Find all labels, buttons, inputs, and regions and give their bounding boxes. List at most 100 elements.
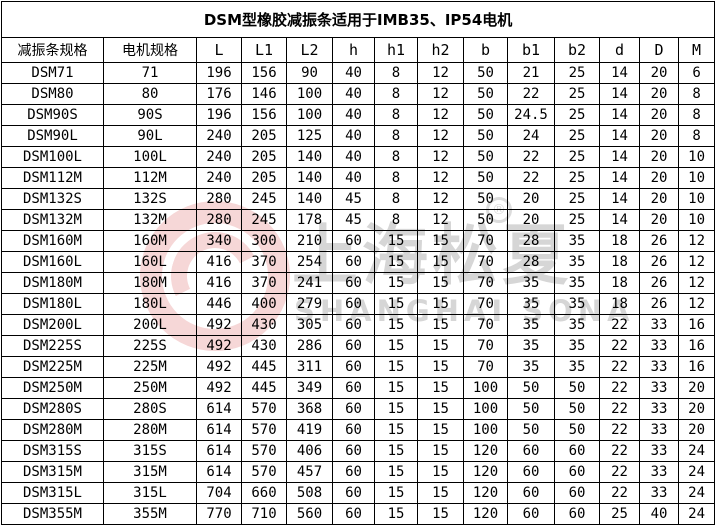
- table-row: DSM315S 315S 614 570 406 60 15 15 120 60 60 22 33 24: [1, 440, 715, 462]
- cell-L: 492: [196, 377, 242, 399]
- table-row: DSM80 80 176 146 100 40 8 12 50 22 25 14 20 8: [1, 83, 715, 105]
- cell-L1: 245: [241, 188, 287, 210]
- cell-damper-model: DSM280S: [1, 398, 104, 420]
- cell-motor-model: 315S: [103, 440, 197, 462]
- cell-h2: 15: [417, 272, 464, 294]
- cell-d: 18: [599, 293, 640, 315]
- cell-motor-model: 355M: [103, 503, 197, 525]
- cell-L1: 710: [241, 503, 287, 525]
- cell-b2: 25: [554, 209, 600, 231]
- cell-L1: 156: [241, 104, 287, 126]
- cell-b: 70: [463, 335, 508, 357]
- cell-h: 40: [332, 125, 375, 147]
- cell-motor-model: 112M: [103, 167, 197, 189]
- cell-b1: 22: [507, 146, 555, 168]
- cell-b: 70: [463, 314, 508, 336]
- column-header-L: L: [196, 37, 242, 63]
- cell-L2: 140: [286, 146, 333, 168]
- cell-L: 614: [196, 461, 242, 483]
- cell-d: 25: [599, 503, 640, 525]
- cell-b: 50: [463, 188, 508, 210]
- cell-damper-model: DSM160L: [1, 251, 104, 273]
- column-header-电机规格: 电机规格: [103, 37, 197, 63]
- cell-h: 45: [332, 209, 375, 231]
- cell-L: 240: [196, 125, 242, 147]
- cell-L2: 90: [286, 62, 333, 84]
- cell-h2: 15: [417, 440, 464, 462]
- cell-h1: 8: [374, 209, 418, 231]
- cell-b: 50: [463, 104, 508, 126]
- cell-h1: 8: [374, 188, 418, 210]
- cell-motor-model: 315L: [103, 482, 197, 504]
- cell-b1: 28: [507, 251, 555, 273]
- cell-b1: 35: [507, 293, 555, 315]
- cell-L: 196: [196, 104, 242, 126]
- cell-D: 40: [639, 503, 679, 525]
- cell-M: 24: [677, 440, 715, 462]
- cell-motor-model: 180M: [103, 272, 197, 294]
- cell-b1: 21: [507, 62, 555, 84]
- cell-L: 770: [196, 503, 242, 525]
- cell-motor-model: 200L: [103, 314, 197, 336]
- cell-b: 50: [463, 209, 508, 231]
- cell-L1: 430: [241, 314, 287, 336]
- table-row: DSM225M 225M 492 445 311 60 15 15 70 35 35 22 33 16: [1, 356, 715, 378]
- cell-M: 12: [677, 251, 715, 273]
- cell-L: 416: [196, 251, 242, 273]
- cell-b: 70: [463, 356, 508, 378]
- cell-b1: 20: [507, 209, 555, 231]
- cell-L1: 205: [241, 167, 287, 189]
- cell-M: 10: [677, 209, 715, 231]
- cell-h: 60: [332, 356, 375, 378]
- cell-L: 614: [196, 440, 242, 462]
- cell-L2: 419: [286, 419, 333, 441]
- cell-M: 10: [677, 146, 715, 168]
- cell-motor-model: 100L: [103, 146, 197, 168]
- cell-L: 614: [196, 419, 242, 441]
- cell-h2: 12: [417, 146, 464, 168]
- cell-d: 22: [599, 419, 640, 441]
- cell-L2: 349: [286, 377, 333, 399]
- cell-damper-model: DSM225S: [1, 335, 104, 357]
- column-header-d: d: [599, 37, 640, 63]
- cell-d: 14: [599, 83, 640, 105]
- cell-h: 60: [332, 482, 375, 504]
- table-row: DSM225S 225S 492 430 286 60 15 15 70 35 35 22 33 16: [1, 335, 715, 357]
- cell-damper-model: DSM112M: [1, 167, 104, 189]
- table-row: DSM315M 315M 614 570 457 60 15 15 120 60 60 22 33 24: [1, 461, 715, 483]
- cell-h1: 8: [374, 104, 418, 126]
- cell-h2: 15: [417, 377, 464, 399]
- cell-motor-model: 90S: [103, 104, 197, 126]
- cell-L: 704: [196, 482, 242, 504]
- column-header-b2: b2: [554, 37, 600, 63]
- cell-d: 22: [599, 461, 640, 483]
- cell-b1: 22: [507, 83, 555, 105]
- cell-h2: 12: [417, 104, 464, 126]
- cell-L: 614: [196, 398, 242, 420]
- column-header-D: D: [639, 37, 679, 63]
- table-row: DSM315L 315L 704 660 508 60 15 15 120 60 60 22 33 24: [1, 482, 715, 504]
- cell-b1: 35: [507, 356, 555, 378]
- cell-damper-model: DSM90L: [1, 125, 104, 147]
- cell-h: 60: [332, 230, 375, 252]
- cell-h1: 8: [374, 125, 418, 147]
- cell-L2: 286: [286, 335, 333, 357]
- cell-L1: 300: [241, 230, 287, 252]
- cell-h1: 15: [374, 293, 418, 315]
- table-row: DSM280S 280S 614 570 368 60 15 15 100 50 50 22 33 20: [1, 398, 715, 420]
- cell-h1: 15: [374, 419, 418, 441]
- cell-D: 33: [639, 419, 679, 441]
- cell-b2: 60: [554, 461, 600, 483]
- cell-motor-model: 280S: [103, 398, 197, 420]
- cell-h: 60: [332, 272, 375, 294]
- cell-d: 18: [599, 251, 640, 273]
- cell-b2: 35: [554, 356, 600, 378]
- column-header-M: M: [677, 37, 715, 63]
- cell-D: 26: [639, 251, 679, 273]
- cell-L1: 570: [241, 419, 287, 441]
- cell-D: 20: [639, 83, 679, 105]
- cell-b: 100: [463, 398, 508, 420]
- cell-b1: 60: [507, 503, 555, 525]
